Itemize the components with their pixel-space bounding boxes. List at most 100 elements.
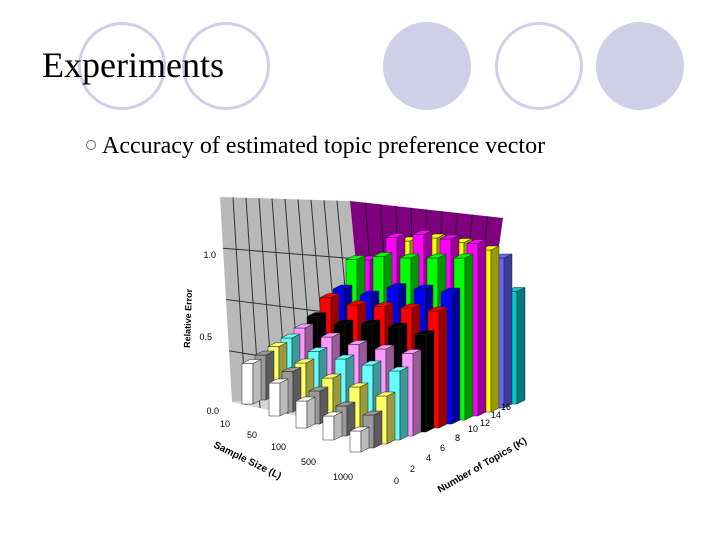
- bar-top-face: [426, 253, 447, 259]
- y-tick-label: 14: [491, 410, 501, 420]
- bar-top-face: [281, 367, 302, 372]
- bar: [295, 396, 316, 429]
- bar-top-face: [399, 253, 420, 259]
- bar-top-face: [361, 360, 382, 366]
- bar-top-face: [349, 426, 370, 432]
- bar-top-face: [412, 230, 433, 235]
- bar-top-face: [322, 411, 343, 417]
- bar-top-face: [372, 252, 393, 257]
- bar-top-face: [440, 287, 461, 293]
- bar-front-face: [322, 415, 335, 441]
- bar-front-face: [241, 363, 254, 405]
- bar-side-face: [425, 330, 435, 433]
- bar: [349, 426, 370, 453]
- bar-top-face: [427, 306, 448, 312]
- x-tick-label: 10: [220, 419, 230, 429]
- bar-top-face: [268, 378, 289, 384]
- x-tick-label: 100: [271, 442, 286, 452]
- bar-top-face: [334, 354, 355, 360]
- y-tick-label: 4: [426, 453, 431, 463]
- bar-top-face: [453, 253, 474, 259]
- bar-top-face: [387, 322, 408, 328]
- bar-top-face: [267, 342, 288, 347]
- y-tick-label: 2: [410, 464, 415, 474]
- bar-top-face: [333, 319, 354, 325]
- bar-side-face: [333, 411, 343, 441]
- z-tick-label: 0.5: [199, 332, 212, 342]
- bar-top-face: [345, 255, 366, 260]
- bar-front-face: [268, 382, 281, 417]
- bar-top-face: [373, 302, 394, 307]
- y-tick-label: 0: [394, 476, 399, 486]
- bullet-text: Accuracy of estimated topic preference v…: [102, 133, 546, 159]
- y-axis-label: Number of Topics (K): [436, 436, 529, 496]
- bar-side-face: [386, 391, 396, 445]
- slide-title: Experiments: [42, 45, 224, 85]
- z-tick-label: 1.0: [203, 250, 216, 260]
- bar-top-face: [413, 284, 434, 290]
- bar-top-face: [241, 359, 262, 364]
- bar-top-face: [439, 234, 460, 240]
- bar-top-face: [386, 283, 407, 288]
- bar-top-face: [346, 300, 367, 306]
- bar-top-face: [280, 333, 301, 339]
- bar-top-face: [362, 410, 383, 416]
- z-tick-label: 0.0: [206, 406, 219, 416]
- chart-bars: [241, 230, 526, 453]
- bar-side-face: [360, 426, 370, 453]
- decor-circle-3: [383, 22, 471, 110]
- bar-top-face: [388, 366, 409, 372]
- bar-side-face: [503, 253, 513, 409]
- y-tick-label: 16: [501, 402, 511, 412]
- bar-side-face: [451, 287, 461, 425]
- bar-top-face: [348, 382, 369, 388]
- decor-circle-4: [495, 22, 583, 110]
- bar-top-face: [335, 401, 356, 407]
- bar-top-face: [466, 239, 487, 244]
- bullet-circle-icon: [86, 140, 96, 150]
- bar: [241, 359, 262, 405]
- y-tick-label: 8: [455, 433, 460, 443]
- decor-circle-5: [596, 22, 684, 110]
- decor-circle-2: [182, 22, 270, 110]
- bar: [322, 411, 343, 441]
- x-tick-label: 50: [247, 430, 257, 440]
- bar-side-face: [490, 245, 500, 413]
- bar-top-face: [332, 284, 353, 290]
- bar-top-face: [319, 293, 340, 298]
- bar-top-face: [293, 323, 314, 329]
- bar-top-face: [359, 290, 380, 296]
- bar-top-face: [321, 373, 342, 379]
- bar-side-face: [373, 410, 383, 449]
- bar-top-face: [375, 391, 396, 397]
- bar-side-face: [438, 306, 448, 429]
- bar-side-face: [399, 366, 409, 441]
- x-tick-label: 1000: [333, 472, 353, 482]
- y-tick-label: 6: [440, 443, 445, 453]
- bar-top-face: [400, 303, 421, 309]
- y-tick-label: 10: [468, 424, 478, 434]
- bar-top-face: [414, 330, 435, 335]
- bar-top-face: [308, 386, 329, 392]
- bar-top-face: [385, 233, 406, 238]
- y-tick-label: 12: [480, 418, 490, 428]
- bullet-item: Accuracy of estimated topic preference v…: [86, 133, 545, 160]
- side-wall-gridline: [222, 247, 356, 260]
- bar-side-face: [477, 239, 487, 417]
- bar-side-face: [412, 349, 422, 437]
- decor-circle-1: [78, 22, 166, 110]
- bar-top-face: [401, 349, 422, 354]
- bar-top-face: [320, 332, 341, 338]
- bar-top-face: [294, 358, 315, 364]
- bar-side-face: [279, 378, 289, 417]
- bar-top-face: [307, 347, 328, 352]
- bar-side-face: [252, 359, 262, 405]
- bar-top-face: [360, 319, 381, 325]
- bar-side-face: [306, 396, 316, 429]
- x-tick-label: 500: [301, 457, 316, 467]
- bar-top-face: [347, 340, 368, 345]
- z-axis-label: Relative Error: [182, 288, 194, 348]
- bar-top-face: [306, 312, 327, 317]
- bar-front-face: [295, 400, 308, 429]
